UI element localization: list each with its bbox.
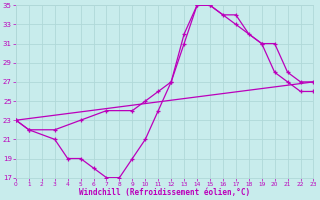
X-axis label: Windchill (Refroidissement éolien,°C): Windchill (Refroidissement éolien,°C) [79,188,250,197]
